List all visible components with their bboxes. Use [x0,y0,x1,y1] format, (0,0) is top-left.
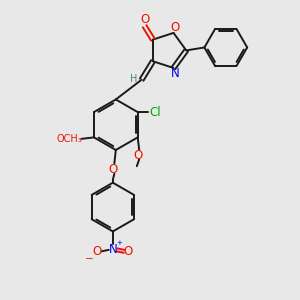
Text: N: N [109,243,117,256]
Text: O: O [134,149,142,162]
Text: −: − [85,254,94,264]
Text: OCH₃: OCH₃ [57,134,83,144]
Text: O: O [108,164,118,176]
Text: +: + [116,240,122,246]
Text: O: O [140,13,149,26]
Text: H: H [130,74,137,84]
Text: Cl: Cl [149,106,161,118]
Text: O: O [93,245,102,258]
Text: N: N [171,67,180,80]
Text: O: O [124,245,133,258]
Text: O: O [170,21,179,34]
